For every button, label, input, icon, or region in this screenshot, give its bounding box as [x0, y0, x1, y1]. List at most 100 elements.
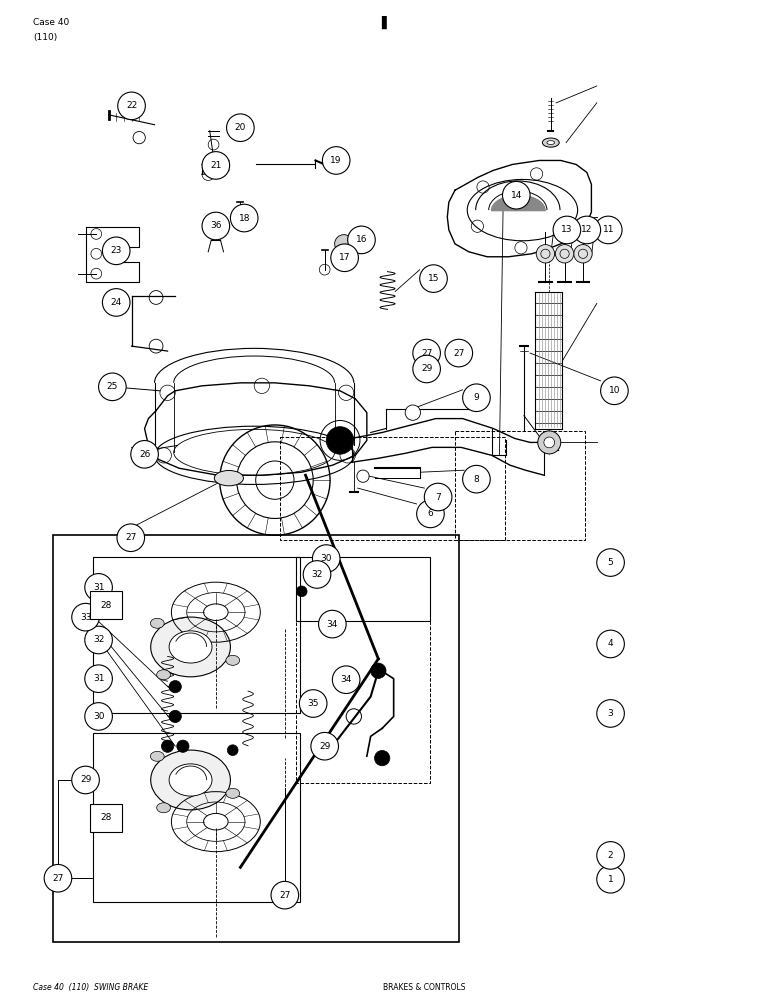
Bar — [296, 557, 431, 621]
Circle shape — [334, 235, 353, 253]
Ellipse shape — [151, 751, 164, 761]
Ellipse shape — [157, 803, 171, 813]
Bar — [296, 621, 431, 783]
Circle shape — [597, 630, 625, 658]
Circle shape — [103, 237, 130, 265]
Circle shape — [202, 152, 229, 179]
Ellipse shape — [157, 670, 171, 680]
Ellipse shape — [151, 750, 230, 810]
Text: 30: 30 — [320, 554, 332, 563]
Text: 12: 12 — [581, 225, 592, 234]
Circle shape — [420, 265, 447, 292]
Ellipse shape — [226, 788, 239, 798]
Bar — [93, 733, 300, 902]
Circle shape — [103, 289, 130, 316]
Text: 35: 35 — [307, 699, 319, 708]
Circle shape — [331, 244, 358, 272]
Circle shape — [544, 437, 554, 448]
Circle shape — [85, 626, 113, 654]
Circle shape — [594, 216, 622, 244]
Text: 6: 6 — [428, 509, 433, 518]
Circle shape — [417, 500, 444, 528]
Circle shape — [537, 245, 554, 263]
Circle shape — [374, 750, 390, 766]
Circle shape — [72, 603, 100, 631]
Circle shape — [296, 586, 307, 597]
Text: 1: 1 — [608, 875, 614, 884]
Circle shape — [327, 427, 354, 454]
Text: 29: 29 — [319, 742, 330, 751]
Text: 27: 27 — [279, 891, 290, 900]
Text: 9: 9 — [473, 393, 479, 402]
Circle shape — [300, 690, 327, 717]
Circle shape — [597, 700, 625, 727]
Text: 19: 19 — [330, 156, 342, 165]
Text: 20: 20 — [235, 123, 246, 132]
Circle shape — [538, 431, 560, 454]
Text: 14: 14 — [510, 191, 522, 200]
Circle shape — [319, 610, 346, 638]
Text: 28: 28 — [100, 601, 112, 610]
Text: 26: 26 — [139, 450, 151, 459]
Bar — [280, 437, 505, 540]
Bar — [455, 431, 585, 540]
Circle shape — [553, 216, 581, 244]
Circle shape — [333, 666, 360, 693]
Text: 22: 22 — [126, 101, 137, 110]
Ellipse shape — [543, 138, 559, 147]
Text: ▌: ▌ — [381, 16, 391, 29]
Text: 8: 8 — [473, 475, 479, 484]
Circle shape — [130, 441, 158, 468]
Text: 13: 13 — [561, 225, 573, 234]
Ellipse shape — [169, 631, 212, 663]
Circle shape — [503, 181, 530, 209]
Text: Case 40: Case 40 — [33, 18, 69, 27]
Circle shape — [230, 204, 258, 232]
Ellipse shape — [547, 141, 554, 145]
Bar — [90, 591, 122, 619]
Text: 21: 21 — [210, 161, 222, 170]
Ellipse shape — [226, 655, 239, 665]
Circle shape — [323, 147, 350, 174]
Circle shape — [118, 92, 145, 120]
Circle shape — [99, 373, 126, 401]
Circle shape — [597, 842, 625, 869]
Ellipse shape — [151, 618, 164, 628]
Text: 27: 27 — [125, 533, 137, 542]
Text: 17: 17 — [339, 253, 350, 262]
Circle shape — [85, 703, 113, 730]
Text: 29: 29 — [80, 775, 91, 784]
Text: 27: 27 — [52, 874, 63, 883]
Circle shape — [601, 377, 628, 405]
Text: Case 40  (110)  SWING BRAKE: Case 40 (110) SWING BRAKE — [33, 983, 149, 992]
Text: 25: 25 — [107, 382, 118, 391]
Circle shape — [573, 216, 601, 244]
Text: 2: 2 — [608, 851, 614, 860]
Circle shape — [311, 732, 338, 760]
Circle shape — [347, 226, 375, 254]
Text: 34: 34 — [340, 675, 352, 684]
Circle shape — [72, 766, 100, 794]
Circle shape — [462, 465, 490, 493]
Bar — [52, 535, 459, 942]
Ellipse shape — [151, 617, 230, 677]
Circle shape — [169, 710, 181, 723]
Text: 28: 28 — [100, 813, 112, 822]
Text: 31: 31 — [93, 674, 104, 683]
Text: 34: 34 — [327, 620, 338, 629]
Text: 31: 31 — [93, 583, 104, 592]
Text: 32: 32 — [93, 635, 104, 644]
Circle shape — [44, 864, 72, 892]
Circle shape — [405, 405, 421, 420]
Text: 27: 27 — [421, 349, 432, 358]
Circle shape — [413, 355, 440, 383]
Text: 7: 7 — [435, 493, 441, 502]
Text: 16: 16 — [356, 235, 367, 244]
Circle shape — [85, 574, 113, 601]
Circle shape — [445, 339, 472, 367]
Circle shape — [226, 114, 254, 141]
Text: (110): (110) — [33, 33, 58, 42]
Circle shape — [303, 561, 331, 588]
Text: 29: 29 — [421, 364, 432, 373]
Text: 15: 15 — [428, 274, 439, 283]
